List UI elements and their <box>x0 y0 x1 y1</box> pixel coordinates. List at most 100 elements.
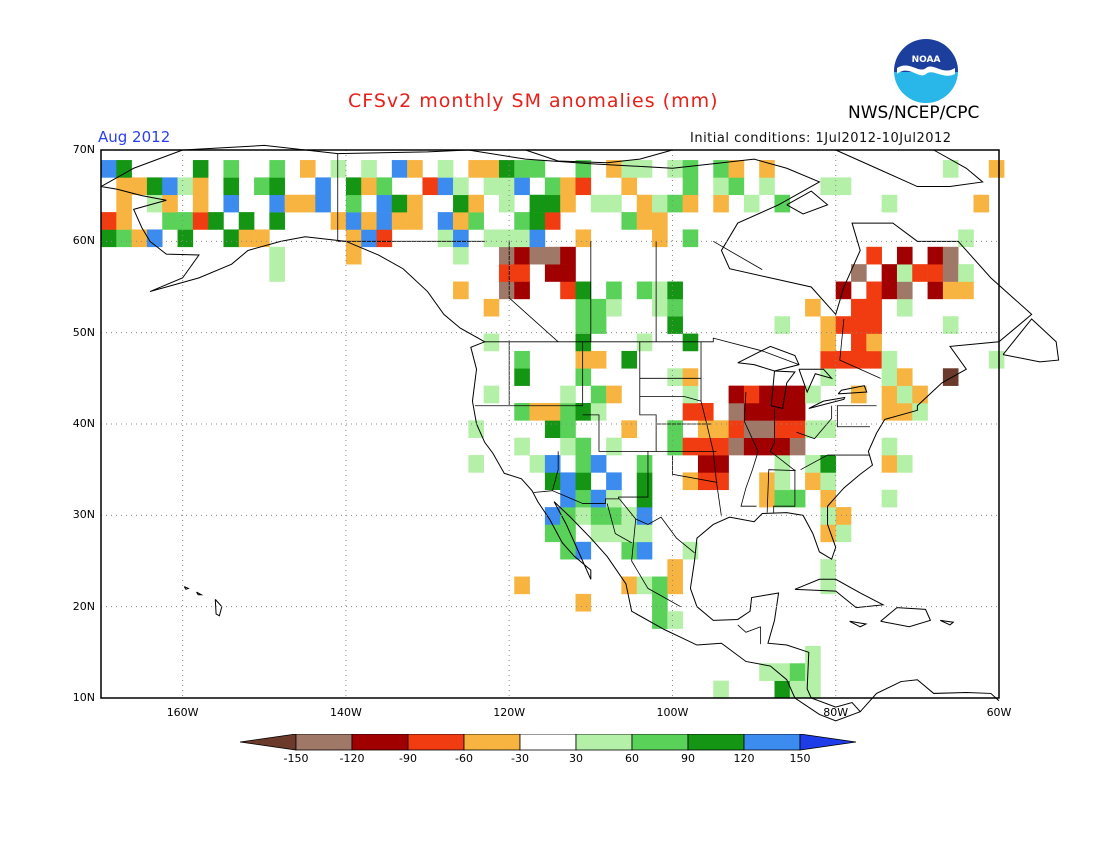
anomaly-cell <box>514 229 530 248</box>
anomaly-cell <box>636 524 653 543</box>
anomaly-cell <box>881 368 898 386</box>
anomaly-cell <box>116 229 132 248</box>
anomaly-cell <box>575 455 592 473</box>
anomaly-cell <box>606 507 622 525</box>
anomaly-cell <box>652 611 668 629</box>
anomaly-cell <box>728 420 745 438</box>
anomaly-cell <box>667 281 683 300</box>
anomaly-cell <box>575 593 592 612</box>
anomaly-cell <box>177 177 194 196</box>
agency-label: NWS/NCEP/CPC <box>848 103 980 123</box>
anomaly-cell <box>636 489 653 508</box>
anomaly-cell <box>789 420 806 438</box>
coastline <box>1002 318 1060 363</box>
anomaly-cell <box>514 402 530 421</box>
anomaly-cell <box>514 368 530 386</box>
anomaly-cell <box>590 507 607 525</box>
anomaly-cell <box>759 663 775 681</box>
anomaly-cell <box>682 160 699 178</box>
anomaly-cell <box>713 160 729 178</box>
anomaly-cell <box>575 541 592 560</box>
anomaly-cell <box>529 246 546 265</box>
anomaly-cell <box>774 385 791 404</box>
anomaly-cell <box>590 385 607 404</box>
anomaly-cell <box>774 194 791 213</box>
legend-swatch <box>743 734 801 751</box>
anomaly-cell <box>514 264 530 282</box>
legend-label: 150 <box>789 752 811 765</box>
anomaly-cell <box>881 402 898 421</box>
anomaly-cell <box>636 541 653 560</box>
anomaly-cell <box>269 194 285 213</box>
anomaly-cell <box>498 264 515 282</box>
anomaly-cell <box>315 177 331 196</box>
anomaly-cell <box>912 402 928 421</box>
anomaly-cell <box>361 160 377 178</box>
anomaly-cell <box>575 437 592 456</box>
lat-label: 10N <box>72 691 95 704</box>
anomaly-cell <box>560 385 576 404</box>
anomaly-cell <box>805 645 821 664</box>
anomaly-cell <box>820 333 837 352</box>
map-frame <box>100 149 1000 699</box>
anomaly-cell <box>774 472 791 491</box>
anomaly-cell <box>820 489 837 508</box>
anomaly-cell <box>606 437 622 456</box>
anomaly-cell <box>866 281 882 300</box>
noaa-logo-text: NOAA <box>912 55 941 65</box>
anomaly-cell <box>881 350 898 369</box>
anomaly-cell <box>652 194 668 213</box>
legend-label: 60 <box>625 752 639 765</box>
anomaly-cell <box>774 663 791 681</box>
legend-label: -90 <box>399 752 417 765</box>
legend-label: -150 <box>283 752 309 765</box>
anomaly-cell <box>376 229 393 248</box>
anomaly-cell <box>361 229 377 248</box>
coastline <box>794 578 885 609</box>
anomaly-cell <box>851 264 867 282</box>
anomaly-cell <box>759 402 775 421</box>
anomaly-cell <box>866 246 882 265</box>
anomaly-cell <box>498 194 515 213</box>
anomaly-cell <box>269 212 285 230</box>
noaa-logo: NOAA <box>893 38 959 104</box>
anomaly-cell <box>958 281 974 300</box>
anomaly-cell <box>743 402 760 421</box>
anomaly-cell <box>529 194 546 213</box>
anomaly-cell <box>560 194 576 213</box>
anomaly-cell <box>575 368 592 386</box>
anomaly-cell <box>606 472 622 491</box>
anomaly-cell <box>942 316 959 334</box>
anomaly-cell <box>514 212 530 230</box>
anomaly-cell <box>529 160 546 178</box>
anomaly-cell <box>835 281 852 300</box>
anomaly-cell <box>820 420 837 438</box>
anomaly-cell <box>575 177 592 196</box>
anomaly-cell <box>820 455 837 473</box>
anomaly-cell <box>498 160 515 178</box>
anomaly-cell <box>743 385 760 404</box>
legend-swatch <box>631 734 689 751</box>
anomaly-cell <box>728 177 745 196</box>
anomaly-cell <box>453 194 469 213</box>
anomaly-cell <box>575 281 592 300</box>
anomaly-cell <box>544 524 561 543</box>
anomaly-cell <box>667 611 683 629</box>
anomaly-cell <box>774 680 791 699</box>
anomaly-cell <box>483 385 500 404</box>
anomaly-cell <box>560 420 576 438</box>
legend-swatch <box>687 734 745 751</box>
anomaly-cell <box>544 455 561 473</box>
coastline <box>849 620 868 628</box>
anomaly-cell <box>881 385 898 404</box>
anomaly-cell <box>697 437 714 456</box>
anomaly-cell <box>973 194 990 213</box>
anomaly-cell <box>912 264 928 282</box>
anomaly-cell <box>851 333 867 352</box>
anomaly-cell <box>789 437 806 456</box>
anomaly-cell <box>682 229 699 248</box>
coastline <box>940 619 955 626</box>
anomaly-cell <box>652 212 668 230</box>
anomaly-cell <box>468 420 484 438</box>
